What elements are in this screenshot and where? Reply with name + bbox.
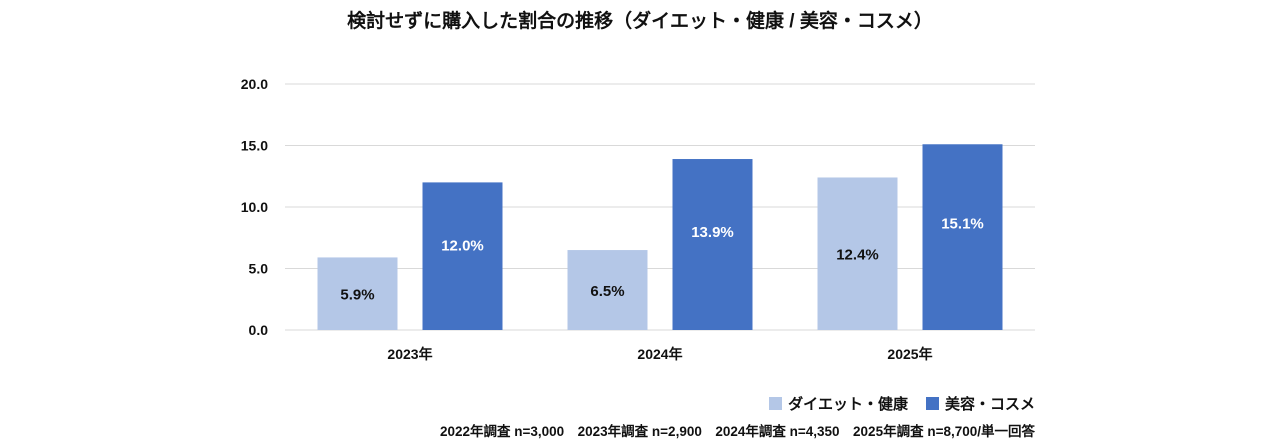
bar-diet xyxy=(317,257,398,330)
chart-title: 検討せずに購入した割合の推移（ダイエット・健康 / 美容・コスメ） xyxy=(347,11,933,32)
legend-item-diet: ダイエット・健康 xyxy=(769,393,908,414)
y-tick-label: 5.0 xyxy=(249,261,269,277)
legend-swatch-diet xyxy=(769,397,783,410)
y-tick-label: 15.0 xyxy=(241,138,268,154)
data-label: 15.1% xyxy=(941,215,984,232)
data-label: 6.5% xyxy=(590,283,624,300)
bar-diet xyxy=(567,250,648,330)
bar-beauty xyxy=(422,182,503,330)
legend: ダイエット・健康 美容・コスメ xyxy=(769,393,1035,414)
y-tick-label: 10.0 xyxy=(241,199,268,215)
survey-note: 2022年調査 n=3,000 2023年調査 n=2,900 2024年調査 … xyxy=(439,424,1035,439)
y-tick-label: 20.0 xyxy=(241,76,268,92)
legend-swatch-beauty xyxy=(925,397,939,410)
x-tick-label: 2024年 xyxy=(637,346,682,362)
legend-item-beauty: 美容・コスメ xyxy=(925,393,1035,414)
legend-label-beauty: 美容・コスメ xyxy=(944,396,1035,413)
data-label: 13.9% xyxy=(691,224,734,241)
bar-diet xyxy=(817,177,898,330)
data-label: 5.9% xyxy=(340,287,374,304)
legend-label-diet: ダイエット・健康 xyxy=(788,396,908,413)
bar-beauty xyxy=(672,159,753,330)
y-tick-label: 0.0 xyxy=(249,322,269,338)
bar-beauty xyxy=(922,144,1003,330)
data-label: 12.0% xyxy=(441,237,484,254)
data-label: 12.4% xyxy=(836,247,879,264)
x-tick-label: 2023年 xyxy=(387,346,432,362)
x-tick-label: 2025年 xyxy=(887,346,932,362)
